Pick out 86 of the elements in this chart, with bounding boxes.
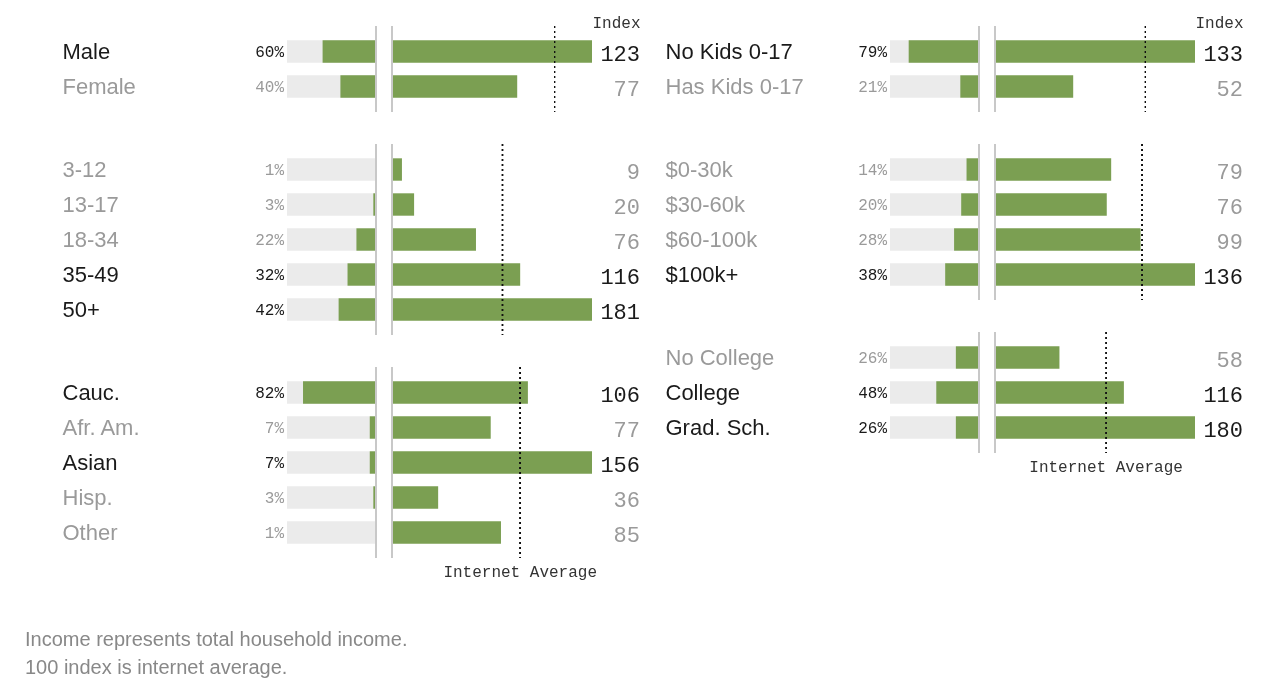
bar	[392, 451, 592, 474]
data-label: 156	[600, 453, 640, 479]
data-label: 36	[613, 488, 640, 514]
y-tick-label: 3-12	[62, 156, 107, 182]
bar	[995, 263, 1195, 286]
data-label: 85	[613, 523, 640, 549]
y-tick-label: 50+	[62, 296, 100, 322]
text: 100 index is internet average.	[25, 656, 288, 678]
y-tick-label: 35-49	[62, 261, 119, 287]
data-label: 22%	[255, 231, 285, 250]
bar	[392, 228, 476, 251]
bar	[966, 158, 979, 181]
bar	[392, 521, 501, 544]
data-label: 40%	[255, 78, 285, 97]
data-label: 116	[1203, 383, 1243, 409]
y-tick-label: $0-30k	[665, 156, 734, 182]
bar	[995, 158, 1112, 181]
ref-line-label: Internet Average	[443, 564, 598, 582]
data-label: 133	[1203, 42, 1243, 68]
y-tick-label: Asian	[62, 449, 118, 475]
y-tick-label: College	[665, 379, 741, 405]
y-tick-label: Male	[62, 38, 111, 64]
y-tick-label: $30-60k	[665, 191, 746, 217]
data-label: 38%	[858, 266, 888, 285]
x-axis-title: Index	[1195, 14, 1244, 33]
data-label: 180	[1203, 418, 1243, 444]
data-label: 79	[1216, 160, 1243, 186]
data-label: 82%	[255, 384, 285, 403]
data-label: 3%	[264, 196, 285, 215]
x-axis-title: Index	[592, 14, 641, 33]
data-label: 116	[600, 265, 640, 291]
data-label: 106	[600, 383, 640, 409]
data-label: 3%	[264, 489, 285, 508]
data-label: 77	[613, 77, 640, 103]
data-label: 60%	[255, 43, 285, 62]
y-tick-label: No College	[665, 344, 775, 370]
bar	[392, 158, 402, 181]
data-label: 77	[613, 418, 640, 444]
data-label: 9	[626, 160, 640, 186]
y-tick-label: $100k+	[665, 261, 739, 287]
y-tick-label: Afr. Am.	[62, 414, 140, 440]
data-label: 48%	[858, 384, 888, 403]
data-label: 21%	[858, 78, 888, 97]
data-label: 7%	[264, 419, 285, 438]
y-tick-label: Cauc.	[62, 379, 120, 405]
bar	[392, 263, 521, 286]
bar	[392, 486, 439, 509]
data-label: 52	[1216, 77, 1243, 103]
y-tick-label: Other	[62, 519, 118, 545]
bar	[392, 416, 491, 439]
data-label: 76	[613, 230, 640, 256]
y-tick-label: Has Kids 0-17	[665, 73, 804, 99]
data-label: 76	[1216, 195, 1243, 221]
data-label: 99	[1216, 230, 1243, 256]
data-label: 58	[1216, 348, 1243, 374]
data-label: 1%	[264, 161, 285, 180]
bar	[995, 228, 1141, 251]
data-label: 20%	[858, 196, 888, 215]
data-label: 42%	[255, 301, 285, 320]
data-label: 14%	[858, 161, 888, 180]
bar	[392, 298, 592, 321]
data-label: 181	[600, 300, 640, 326]
y-tick-label: No Kids 0-17	[665, 38, 793, 64]
bar	[392, 381, 528, 404]
data-label: 20	[613, 195, 640, 221]
data-label: 79%	[858, 43, 888, 62]
y-tick-label: Grad. Sch.	[665, 414, 771, 440]
ref-line-label: Internet Average	[1029, 459, 1183, 477]
bar	[995, 193, 1107, 216]
data-label: 26%	[858, 349, 888, 368]
data-label: 1%	[264, 524, 285, 543]
data-label: 7%	[264, 454, 285, 473]
data-label: 123	[600, 42, 640, 68]
y-tick-label: $60-100k	[665, 226, 759, 252]
y-tick-label: Hisp.	[62, 484, 113, 510]
bar	[961, 193, 979, 216]
y-tick-label: 13-17	[62, 191, 119, 217]
y-tick-label: Female	[62, 73, 136, 99]
y-tick-label: 18-34	[62, 226, 119, 252]
text: Income represents total household income.	[25, 628, 408, 650]
data-label: 136	[1203, 265, 1243, 291]
bar	[356, 228, 376, 251]
bar	[392, 193, 415, 216]
data-label: 26%	[858, 419, 888, 438]
data-label: 32%	[255, 266, 285, 285]
data-label: 28%	[858, 231, 888, 250]
